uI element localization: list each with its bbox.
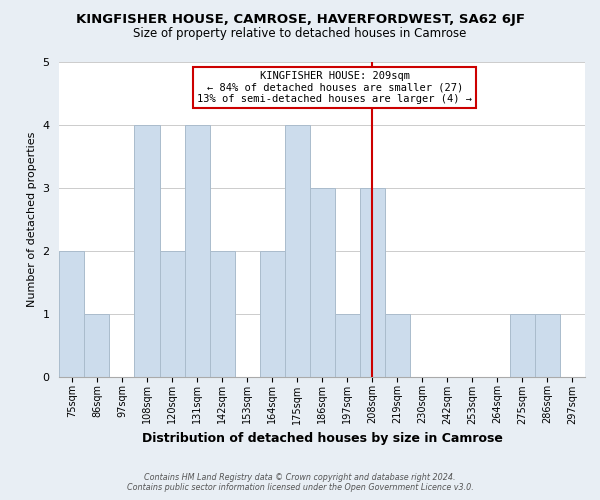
Text: Contains HM Land Registry data © Crown copyright and database right 2024.
Contai: Contains HM Land Registry data © Crown c… — [127, 473, 473, 492]
Bar — [260, 250, 284, 376]
Text: KINGFISHER HOUSE: 209sqm
← 84% of detached houses are smaller (27)
13% of semi-d: KINGFISHER HOUSE: 209sqm ← 84% of detach… — [197, 71, 472, 104]
Y-axis label: Number of detached properties: Number of detached properties — [27, 132, 37, 306]
Bar — [360, 188, 385, 376]
Bar — [385, 314, 410, 376]
Bar — [284, 124, 310, 376]
Bar — [510, 314, 535, 376]
Text: KINGFISHER HOUSE, CAMROSE, HAVERFORDWEST, SA62 6JF: KINGFISHER HOUSE, CAMROSE, HAVERFORDWEST… — [76, 12, 524, 26]
Bar — [335, 314, 360, 376]
Text: Size of property relative to detached houses in Camrose: Size of property relative to detached ho… — [133, 28, 467, 40]
Bar — [85, 314, 109, 376]
Bar — [209, 250, 235, 376]
X-axis label: Distribution of detached houses by size in Camrose: Distribution of detached houses by size … — [142, 432, 503, 445]
Bar — [310, 188, 335, 376]
Bar — [185, 124, 209, 376]
Bar — [535, 314, 560, 376]
Bar — [59, 250, 85, 376]
Bar — [160, 250, 185, 376]
Bar — [134, 124, 160, 376]
